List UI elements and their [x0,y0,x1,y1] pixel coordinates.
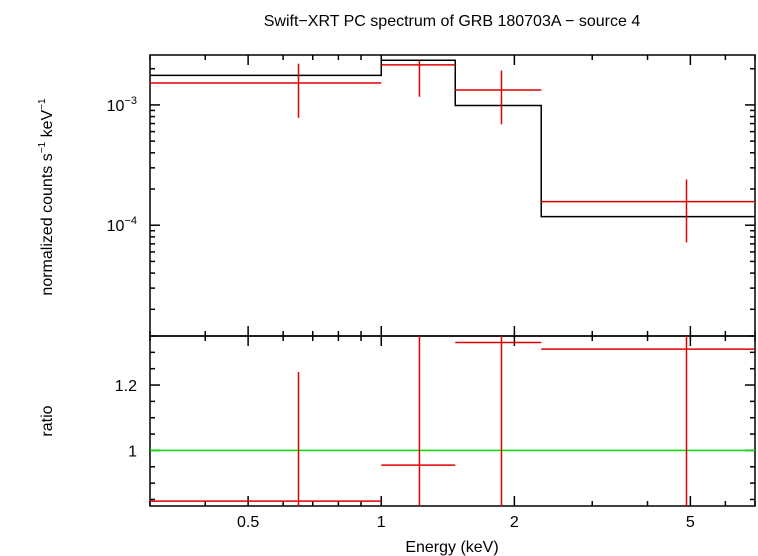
data-point [455,70,542,125]
data-point [150,371,382,506]
data-point [455,336,542,506]
y-tick-label: 1.2 [115,378,137,395]
data-point [541,179,755,243]
y-tick-label: 1 [128,443,137,460]
data-point [541,336,755,506]
top-panel-y-axis-label: normalized counts s−1 keV−1 [37,98,56,296]
ylabel-sup2: −1 [37,98,48,110]
x-tick-label: 2 [510,514,519,531]
ylabel-base: normalized counts s [39,153,56,295]
bottom-panel-y-axis-label: ratio [39,405,56,436]
x-tick-label: 0.5 [237,514,259,531]
bottom-panel-frame [149,335,756,507]
data-point [150,63,382,118]
svg-text:normalized counts s−1 keV−1: normalized counts s−1 keV−1 [37,98,56,296]
x-tick-label: 1 [377,514,386,531]
ylabel-sup1: −1 [37,141,48,153]
y-tick-label: 10−4 [107,215,137,235]
model-step-line [150,59,755,218]
x-axis-label: Energy (keV) [405,539,498,556]
data-point [381,60,456,97]
chart-title: Swift−XRT PC spectrum of GRB 180703A − s… [264,13,641,30]
top-panel-frame [149,54,756,337]
x-tick-label: 5 [686,514,695,531]
y-tick-label: 10−3 [107,95,137,115]
ylabel-mid: keV [39,110,56,142]
data-point [381,336,456,506]
